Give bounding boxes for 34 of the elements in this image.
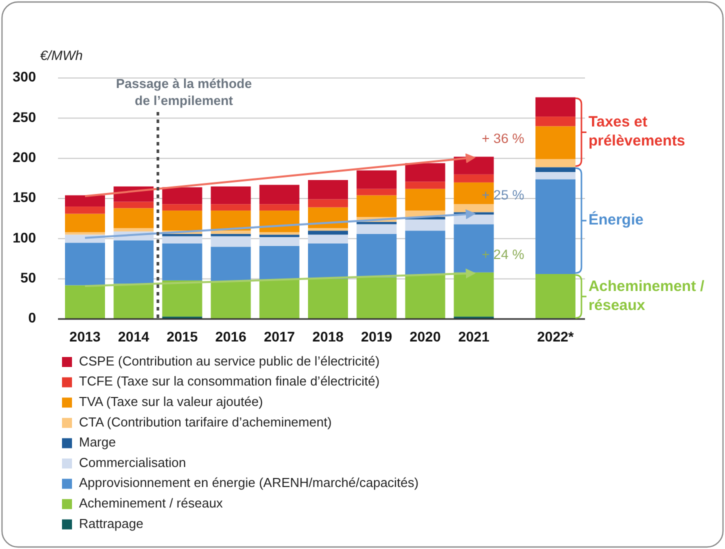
legend-label: TCFE (Taxe sur la consommation finale d’électricité) — [79, 374, 380, 389]
x-tick-label: 2018 — [312, 328, 344, 345]
x-tick-label: 2013 — [69, 328, 101, 345]
annotation: + 24 % — [482, 246, 524, 262]
y-tick-label: 250 — [12, 108, 36, 125]
x-tick-label: 2017 — [264, 328, 296, 345]
legend-label: CSPE (Contribution au service public de l’électricité) — [79, 353, 380, 368]
legend-label: Approvisionnement en énergie (ARENH/marché/capacités) — [79, 475, 419, 490]
x-tick-label: 2021 — [458, 328, 490, 345]
y-tick-label: 0 — [28, 310, 36, 326]
y-tick-label: 50 — [20, 270, 36, 286]
legend-label: CTA (Contribution tarifaire d’acheminement) — [79, 414, 332, 430]
annotation: + 25 % — [482, 187, 524, 202]
legend-label: Commercialisation — [79, 454, 186, 470]
x-tick-label: 2015 — [166, 328, 198, 345]
y-tick-label: 300 — [12, 68, 36, 85]
y-tick-label: 200 — [12, 149, 36, 166]
legend-label: Acheminement / réseaux — [79, 496, 224, 511]
x-tick-label: 2022* — [537, 328, 574, 345]
y-tick-label: 150 — [12, 189, 36, 206]
x-tick-label: 2014 — [118, 328, 150, 345]
text: Taxes et prélèvements — [588, 114, 686, 150]
legend-label: Rattrapage — [79, 516, 144, 531]
annotation: Acheminement / réseaux — [588, 278, 706, 314]
y-axis-title: €/MWh — [40, 48, 83, 63]
legend-label: TVA (Taxe sur la valeur ajoutée) — [79, 394, 264, 410]
annotation: + 36 % — [482, 131, 524, 146]
text: Énergie — [588, 210, 644, 229]
annotation: Passage à la méthode de l’empilement — [116, 76, 252, 108]
x-tick-label: 2019 — [361, 328, 392, 345]
legend-label: Marge — [79, 434, 116, 450]
x-tick-label: 2016 — [215, 328, 247, 345]
x-tick-label: 2020 — [410, 328, 441, 345]
y-tick-label: 100 — [12, 229, 36, 246]
